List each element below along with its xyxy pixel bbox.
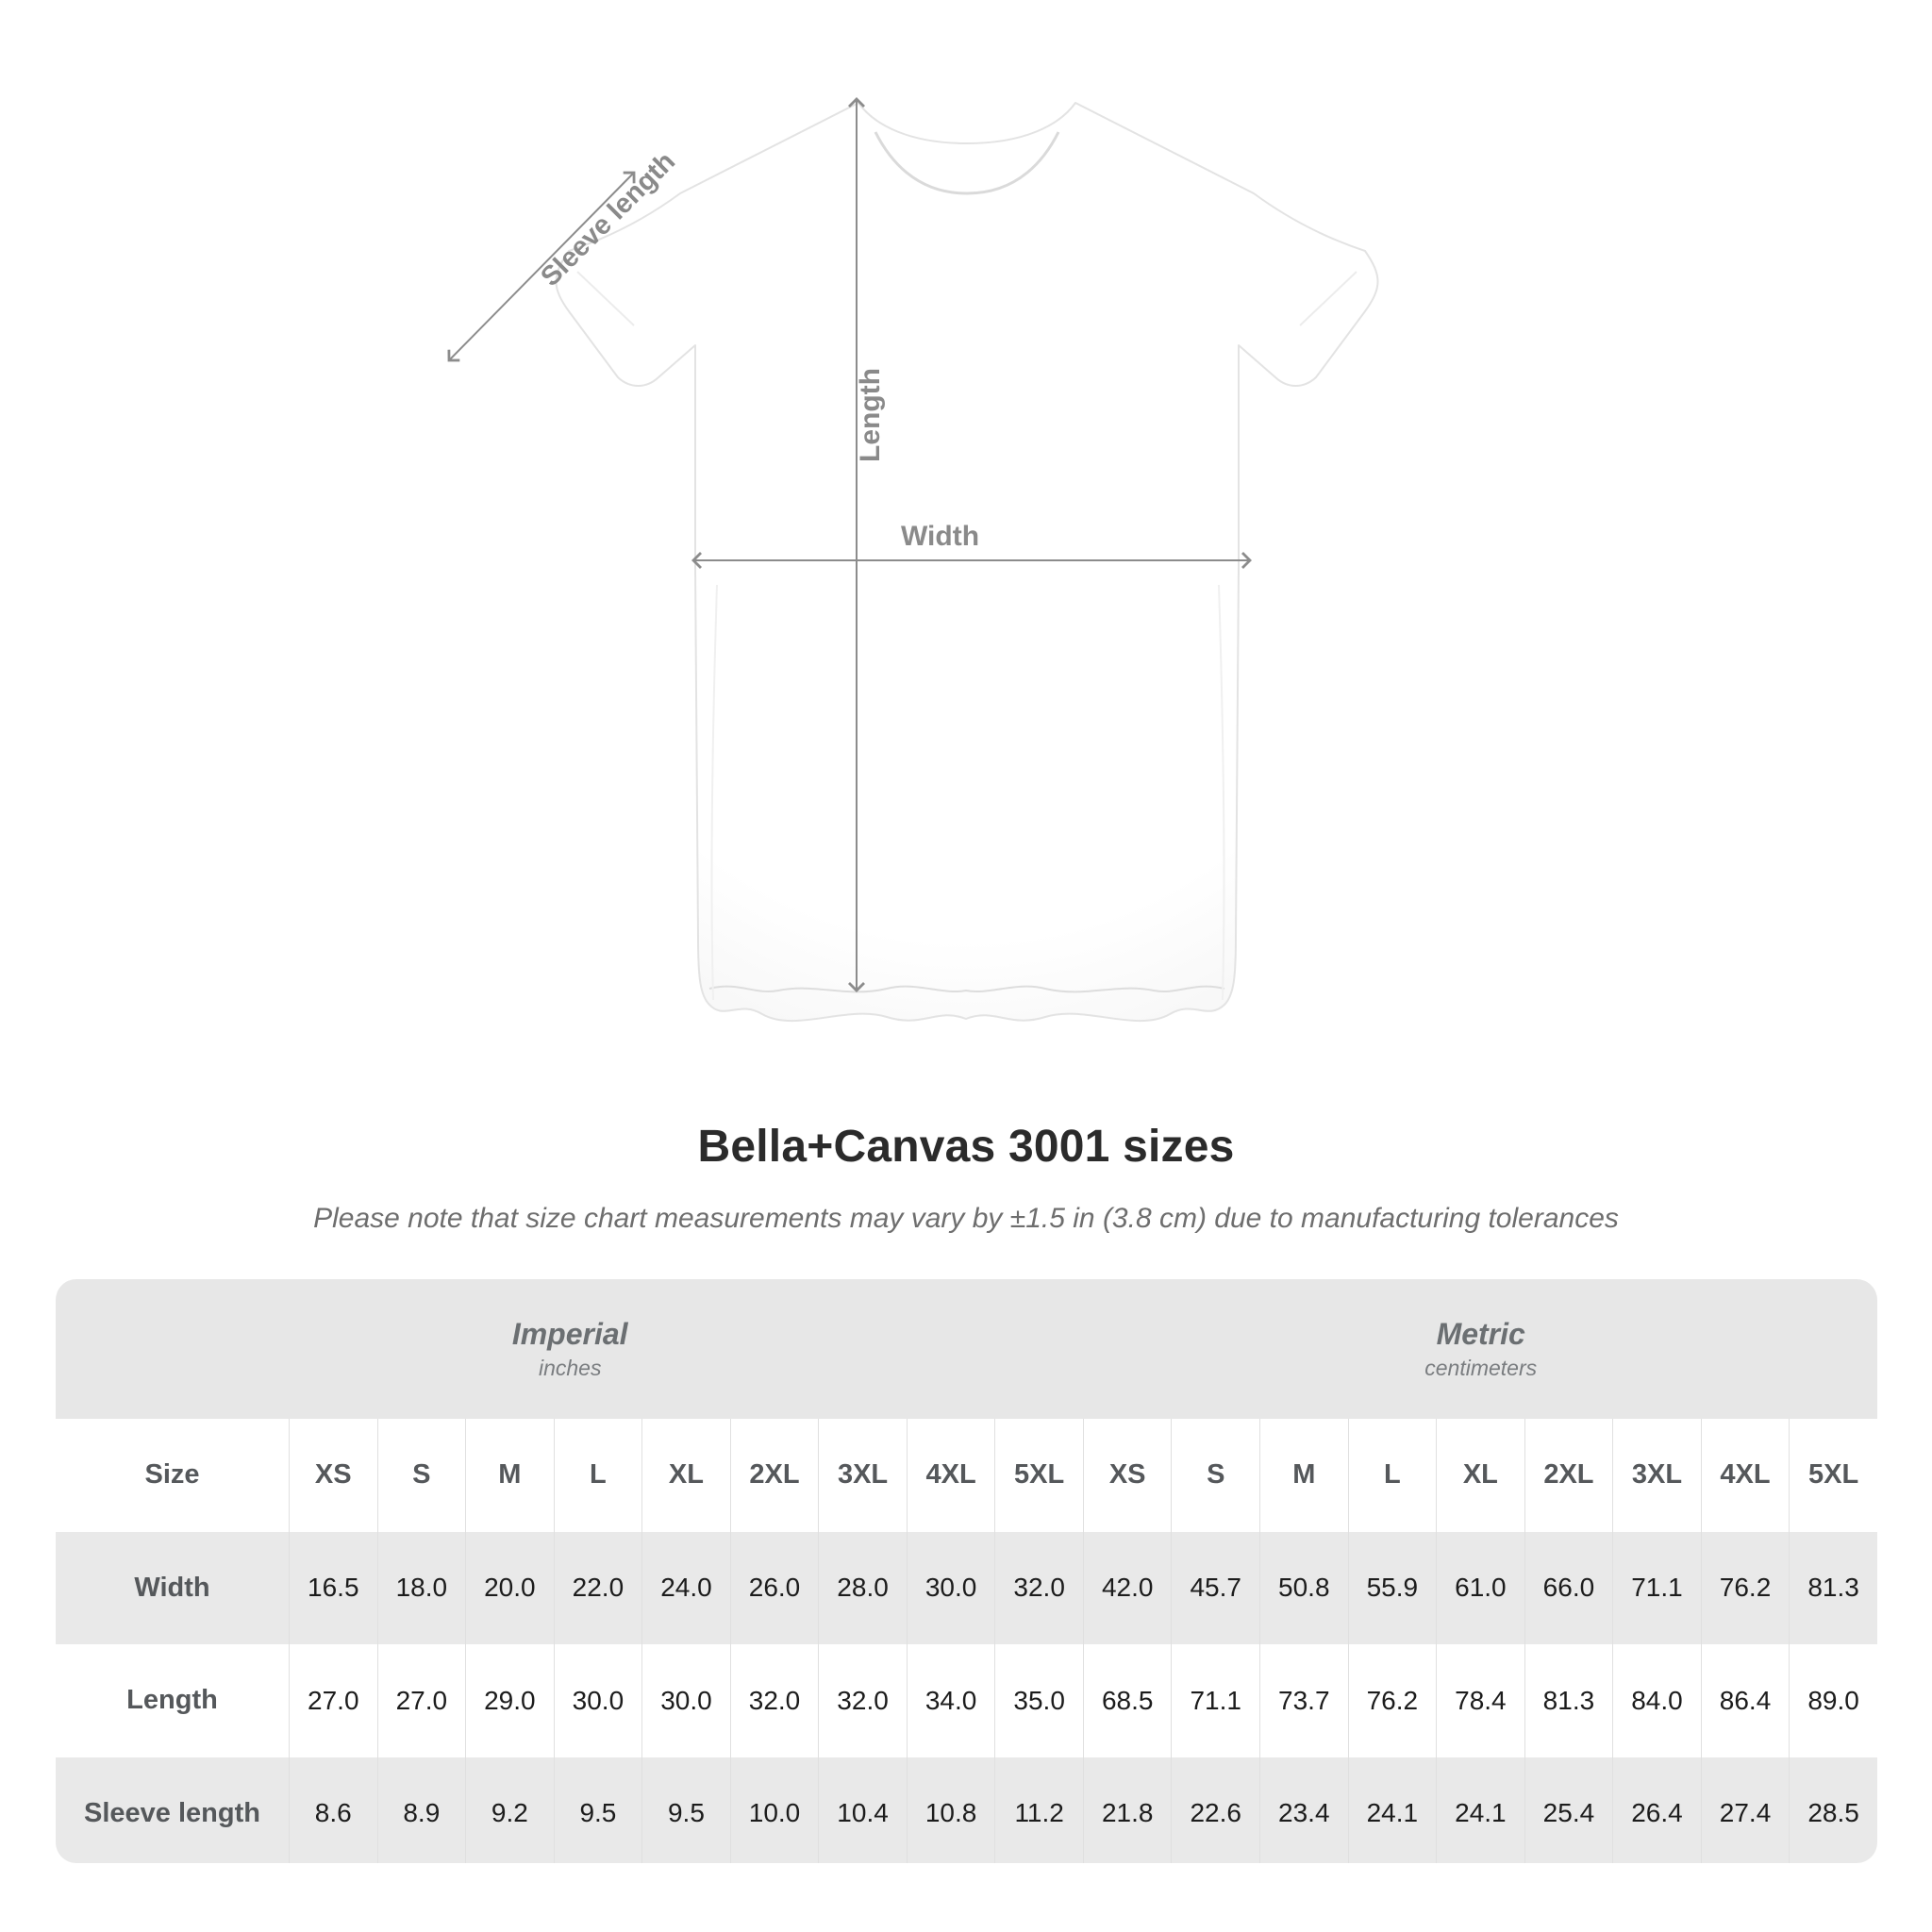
svg-text:Length: Length	[855, 368, 886, 462]
svg-text:Width: Width	[901, 521, 979, 552]
